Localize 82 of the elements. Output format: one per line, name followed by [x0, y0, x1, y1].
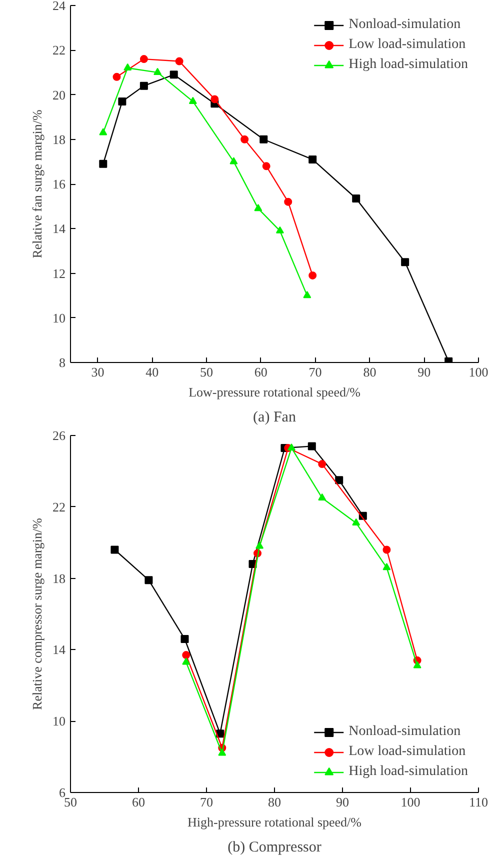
point	[188, 96, 197, 104]
y-tick-label: 12	[52, 266, 66, 281]
point	[110, 546, 119, 554]
point	[175, 57, 184, 66]
point	[318, 493, 326, 500]
point	[170, 70, 178, 79]
y-tick-label: 10	[52, 714, 66, 729]
legend-label: Low load-simulation	[348, 37, 466, 53]
legend-label: High load-simulation	[348, 57, 468, 73]
point	[308, 155, 317, 164]
x-tick-label: 50	[64, 794, 77, 810]
x-tick-label: 80	[268, 794, 281, 810]
x-tick-label: 110	[468, 794, 488, 810]
text: (b) Compressor	[228, 840, 322, 856]
y-tick-label: 24	[52, 0, 66, 13]
x-tick-label: 50	[200, 364, 213, 380]
point	[118, 97, 126, 106]
text: (a) Fan	[253, 410, 296, 426]
point	[308, 442, 316, 450]
y-tick-label: 6	[59, 785, 66, 800]
y-tick-label: 18	[52, 132, 66, 147]
point	[240, 135, 249, 144]
legend-label: Low load-simulation	[348, 744, 466, 760]
point	[318, 460, 326, 468]
legend-label: Nonload-simulation	[348, 724, 461, 740]
y-tick-label: 14	[52, 642, 66, 658]
point	[180, 634, 189, 643]
x-tick-label: 60	[132, 794, 145, 810]
point	[99, 160, 108, 168]
y-axis-title: Relative compressor surge margin/%	[30, 518, 44, 710]
point	[112, 72, 121, 81]
point	[256, 542, 264, 549]
legend-label: Nonload-simulation	[348, 17, 461, 33]
point	[99, 128, 108, 136]
y-tick-label: 16	[52, 176, 66, 192]
x-tick-label: 100	[400, 794, 420, 810]
x-tick-label: 70	[200, 794, 213, 810]
y-tick-label: 20	[52, 87, 66, 102]
point	[335, 476, 344, 484]
point	[352, 194, 360, 203]
x-axis-title: Low-pressure rotational speed/%	[188, 384, 361, 400]
point	[308, 271, 317, 280]
point	[182, 658, 190, 665]
point	[276, 226, 284, 234]
point	[260, 135, 268, 144]
y-tick-label: 22	[52, 499, 66, 514]
x-tick-label: 100	[468, 364, 488, 380]
point	[144, 576, 153, 584]
y-axis-title: Relative fan surge margin/%	[30, 110, 44, 258]
y-tick-label: 26	[52, 428, 66, 443]
legend-label: High load-simulation	[348, 764, 468, 780]
point	[284, 198, 292, 206]
y-tick-label: 18	[52, 570, 66, 586]
point	[352, 518, 360, 526]
point	[288, 443, 296, 451]
x-tick-label: 90	[336, 794, 349, 810]
x-tick-label: 90	[418, 364, 431, 380]
y-tick-label: 10	[52, 310, 66, 326]
point	[401, 258, 410, 266]
x-axis-title: High-pressure rotational speed/%	[188, 814, 362, 830]
point	[124, 63, 132, 70]
point	[382, 546, 391, 554]
y-tick-label: 8	[59, 355, 66, 370]
point	[210, 95, 219, 104]
x-tick-label: 60	[254, 364, 268, 380]
point	[230, 157, 238, 164]
point	[382, 563, 391, 570]
x-tick-label: 40	[146, 364, 159, 380]
point	[140, 82, 148, 90]
x-tick-label: 80	[363, 364, 376, 380]
point	[218, 748, 226, 756]
point	[154, 68, 162, 75]
point	[413, 661, 422, 668]
y-tick-label: 22	[52, 42, 66, 58]
point	[254, 204, 262, 212]
point	[182, 651, 190, 660]
point	[140, 55, 148, 64]
x-tick-label: 70	[308, 364, 322, 380]
y-tick-label: 14	[52, 221, 66, 236]
x-tick-label: 30	[91, 364, 104, 380]
point	[262, 162, 270, 170]
point	[303, 291, 312, 298]
